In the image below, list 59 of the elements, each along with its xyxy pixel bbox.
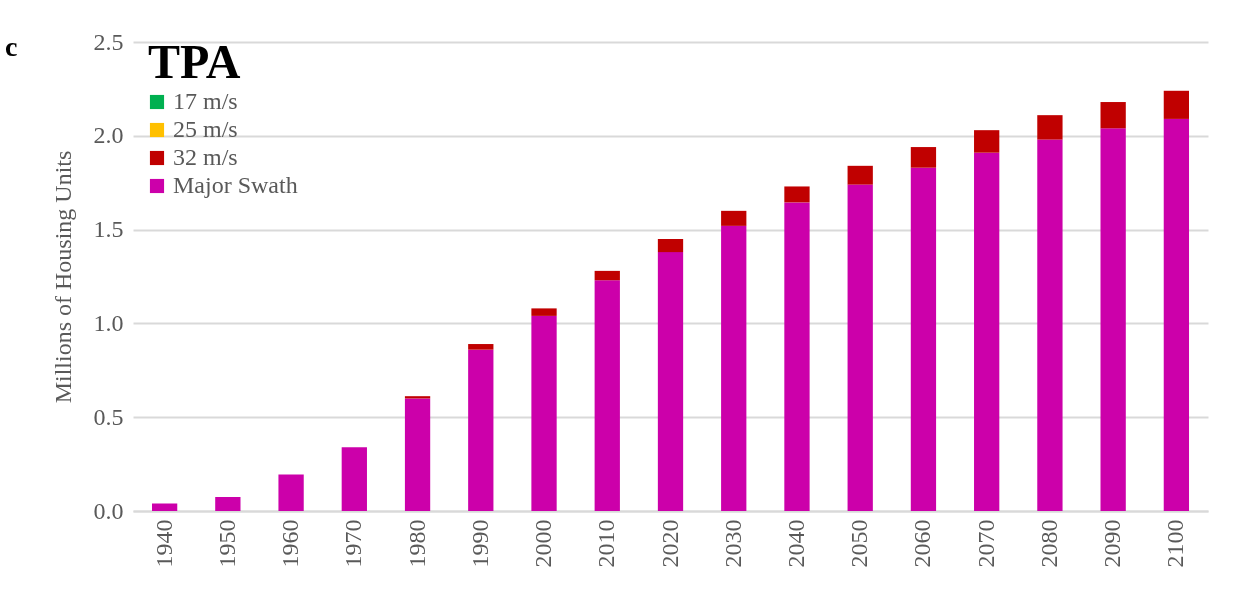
x-tick-label: 2040 [782, 519, 809, 568]
bar [531, 315, 557, 511]
x-tick-label: 2010 [593, 519, 620, 568]
y-tick-label: 1.0 [93, 309, 124, 336]
bar [215, 496, 241, 511]
y-tick-label: 0.0 [93, 497, 124, 524]
x-tick-label: 1970 [340, 519, 367, 568]
bar [404, 398, 431, 511]
bar [1163, 118, 1190, 511]
y-tick-label: 1.5 [93, 216, 124, 243]
x-tick-label: 2020 [656, 519, 683, 568]
bar [468, 344, 494, 350]
text: c [5, 31, 18, 62]
bar [847, 165, 873, 185]
x-tick-label: 2090 [1099, 519, 1126, 568]
bar [278, 474, 304, 511]
legend-label: Major Swath [173, 172, 298, 198]
bar [910, 167, 937, 511]
y-axis-title: Millions of Housing Units [49, 150, 76, 404]
x-tick-label: 1980 [403, 519, 430, 568]
bar [784, 186, 810, 203]
bar [657, 252, 684, 511]
bar [974, 130, 1000, 153]
bar [784, 202, 810, 511]
y-tick-label: 2.0 [93, 122, 124, 149]
bar [1037, 139, 1063, 511]
x-tick-label: 1990 [466, 519, 493, 568]
x-tick-label: 1940 [150, 519, 177, 568]
y-tick-label: 0.5 [93, 403, 124, 430]
legend-label: 25 m/s [173, 116, 238, 142]
bar [151, 503, 178, 511]
x-tick-label: 2060 [909, 519, 936, 568]
bar [468, 349, 494, 511]
x-tick-label: 2000 [530, 519, 557, 568]
bar [1037, 115, 1063, 140]
bar [721, 225, 747, 511]
bar [657, 238, 684, 253]
bar [594, 280, 620, 511]
x-tick-label: 2050 [846, 519, 873, 568]
bar [594, 270, 620, 281]
bar [531, 308, 557, 316]
bar [1100, 128, 1126, 511]
x-tick-label: 2080 [1035, 519, 1062, 568]
bar [910, 147, 937, 168]
y-tick-label: 2.5 [93, 28, 124, 55]
x-tick-label: 2030 [719, 519, 746, 568]
legend-label: 32 m/s [173, 144, 238, 170]
bar [721, 210, 747, 226]
bar [1163, 90, 1190, 119]
x-tick-label: 2070 [972, 519, 999, 568]
bar [847, 184, 873, 511]
bar [974, 152, 1000, 511]
legend-label: 17 m/s [173, 88, 238, 114]
bar [341, 447, 367, 511]
chart-title: TPA [148, 35, 241, 88]
bar [1100, 102, 1126, 129]
x-tick-label: 2100 [1162, 519, 1189, 568]
x-tick-label: 1960 [277, 519, 304, 568]
x-tick-label: 1950 [213, 519, 240, 568]
